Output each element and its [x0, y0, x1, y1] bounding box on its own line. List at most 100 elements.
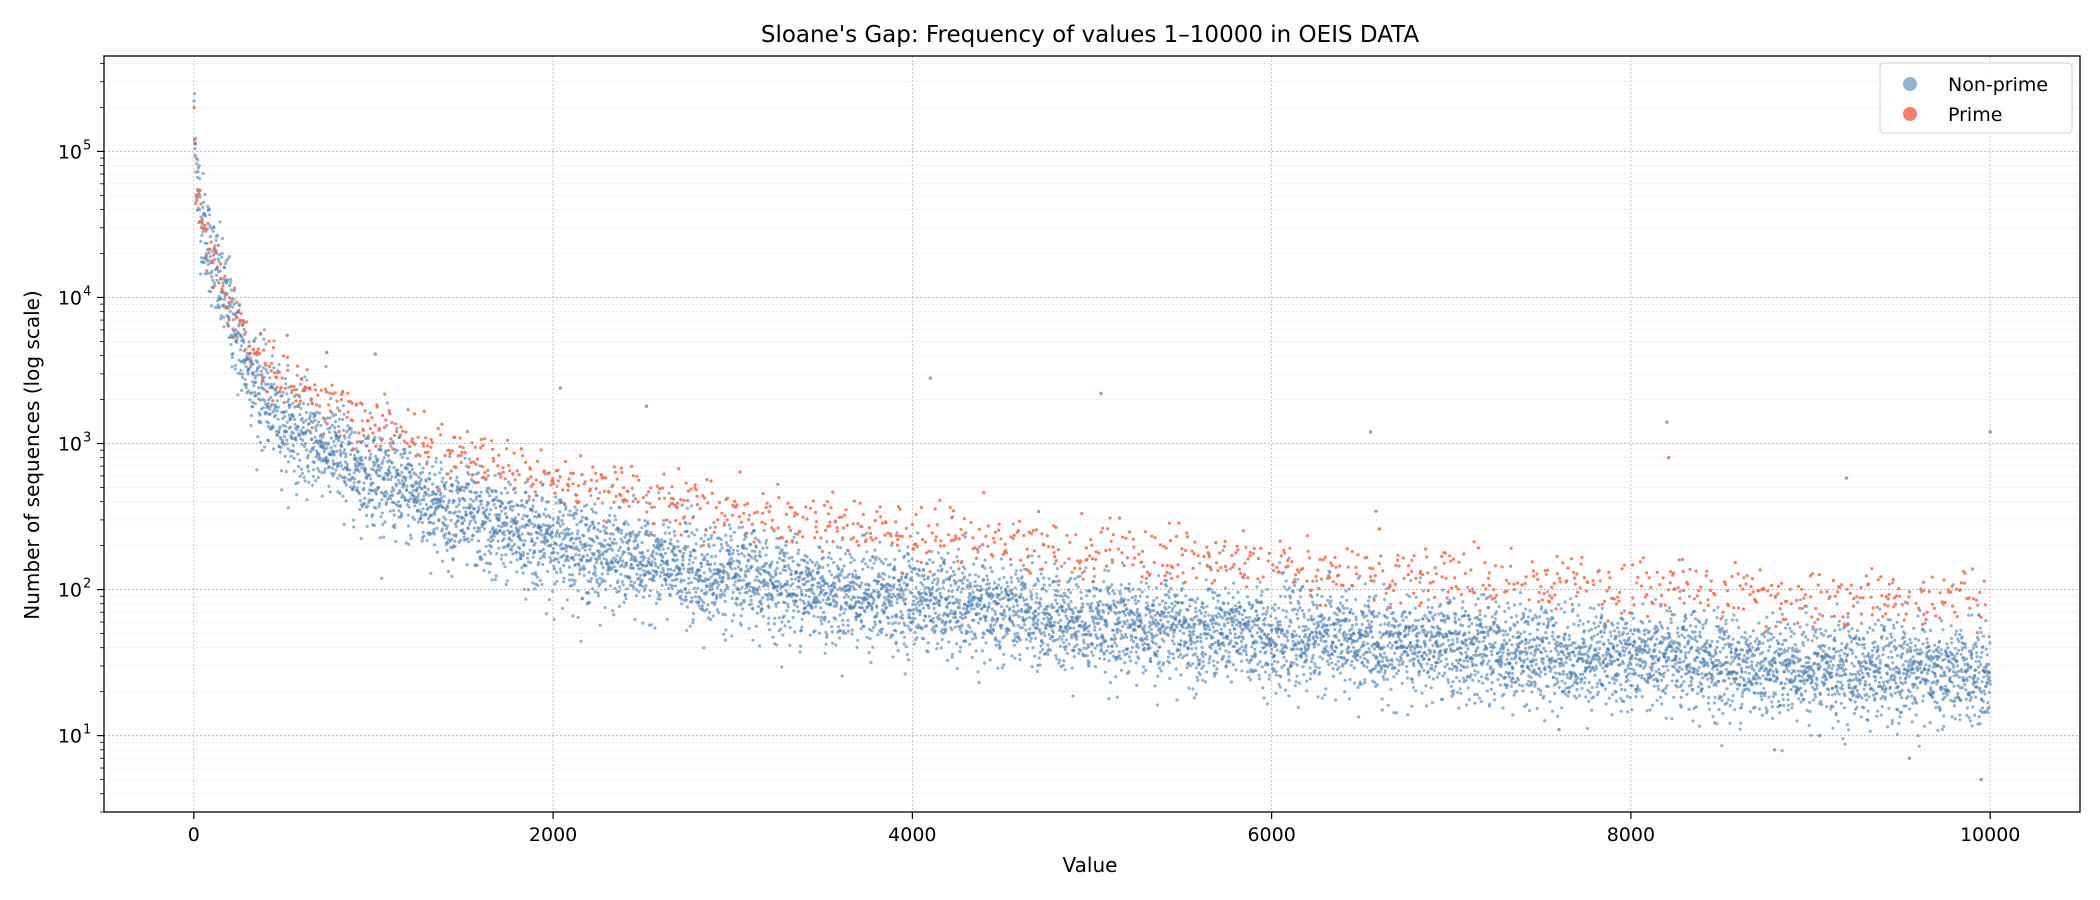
non-prime-point — [405, 503, 409, 507]
non-prime-point — [970, 630, 974, 634]
non-prime-point — [857, 600, 861, 604]
non-prime-point — [351, 518, 356, 522]
non-prime-point — [799, 628, 803, 633]
non-prime-point — [221, 281, 225, 285]
non-prime-point — [1057, 583, 1061, 587]
non-prime-point — [1052, 624, 1056, 628]
non-prime-point — [1156, 674, 1160, 679]
non-prime-point — [432, 532, 436, 536]
non-prime-point — [995, 586, 999, 590]
non-prime-point — [1033, 609, 1037, 613]
non-prime-point — [1153, 613, 1157, 618]
non-prime-point — [739, 568, 743, 572]
non-prime-point — [880, 630, 884, 635]
non-prime-point — [374, 506, 378, 510]
non-prime-point — [546, 500, 551, 504]
non-prime-point — [810, 606, 814, 610]
non-prime-point — [544, 515, 548, 519]
non-prime-point — [541, 482, 545, 486]
non-prime-point — [740, 525, 745, 529]
non-prime-point — [456, 491, 460, 495]
non-prime-point — [207, 251, 211, 255]
non-prime-point — [1063, 561, 1067, 565]
non-prime-point — [465, 486, 469, 490]
non-prime-point — [615, 554, 619, 558]
non-prime-point — [690, 596, 694, 600]
non-prime-point — [345, 430, 349, 434]
non-prime-point — [1172, 656, 1176, 660]
non-prime-point — [1096, 621, 1101, 625]
non-prime-point — [829, 557, 833, 561]
non-prime-point — [1186, 646, 1190, 650]
non-prime-point — [1115, 644, 1119, 648]
non-prime-point — [292, 469, 296, 473]
non-prime-point — [1007, 593, 1011, 598]
non-prime-point — [1051, 635, 1055, 639]
non-prime-point — [370, 498, 374, 502]
non-prime-point — [259, 421, 263, 425]
non-prime-point — [371, 513, 375, 517]
non-prime-point — [1039, 644, 1043, 648]
non-prime-point — [847, 572, 851, 576]
non-prime-point — [379, 466, 383, 470]
non-prime-point — [833, 585, 837, 589]
non-prime-point — [1012, 643, 1017, 647]
non-prime-point — [1194, 610, 1198, 614]
non-prime-point — [870, 606, 874, 610]
non-prime-point — [849, 584, 853, 589]
non-prime-point — [229, 342, 233, 346]
non-prime-point — [509, 520, 513, 524]
non-prime-point — [1139, 617, 1143, 622]
non-prime-point — [1209, 587, 1213, 591]
non-prime-point — [487, 549, 491, 553]
non-prime-point — [1136, 599, 1141, 603]
non-prime-point — [1049, 615, 1053, 619]
non-prime-point — [479, 502, 483, 506]
non-prime-point — [235, 334, 239, 338]
non-prime-point — [1059, 625, 1063, 629]
non-prime-point — [1000, 612, 1005, 617]
non-prime-point — [644, 493, 649, 497]
non-prime-point — [898, 592, 902, 596]
non-prime-point — [398, 490, 402, 494]
non-prime-point — [736, 544, 740, 548]
non-prime-point — [998, 640, 1002, 644]
non-prime-point — [693, 556, 698, 560]
non-prime-point — [940, 567, 944, 571]
non-prime-point — [382, 456, 386, 460]
non-prime-point — [922, 577, 927, 581]
non-prime-point — [427, 493, 431, 498]
non-prime-point — [731, 559, 735, 563]
non-prime-point — [817, 570, 821, 575]
non-prime-point — [1034, 636, 1038, 640]
non-prime-point — [1167, 590, 1171, 594]
non-prime-point — [722, 568, 726, 573]
non-prime-point — [1204, 610, 1208, 614]
non-prime-point — [679, 549, 683, 554]
non-prime-point — [407, 499, 411, 503]
non-prime-point — [1090, 650, 1094, 654]
non-prime-point — [937, 587, 941, 591]
non-prime-point — [746, 558, 751, 562]
non-prime-point — [649, 563, 654, 567]
non-prime-point — [1179, 643, 1183, 647]
non-prime-point — [1196, 678, 1200, 683]
non-prime-point — [484, 520, 488, 524]
non-prime-point — [705, 552, 710, 557]
non-prime-point — [776, 601, 781, 605]
non-prime-point — [811, 583, 815, 587]
non-prime-point — [298, 382, 303, 386]
non-prime-point — [448, 454, 452, 459]
non-prime-point — [600, 562, 604, 566]
non-prime-point — [846, 618, 850, 623]
non-prime-point — [684, 595, 688, 599]
non-prime-point — [550, 530, 554, 534]
non-prime-point — [594, 573, 598, 578]
non-prime-point — [1032, 631, 1036, 635]
non-prime-point — [329, 453, 333, 457]
non-prime-point — [1029, 636, 1033, 641]
non-prime-point — [850, 572, 855, 576]
non-prime-point — [864, 588, 869, 592]
non-prime-point — [830, 630, 835, 634]
non-prime-point — [1175, 698, 1179, 702]
